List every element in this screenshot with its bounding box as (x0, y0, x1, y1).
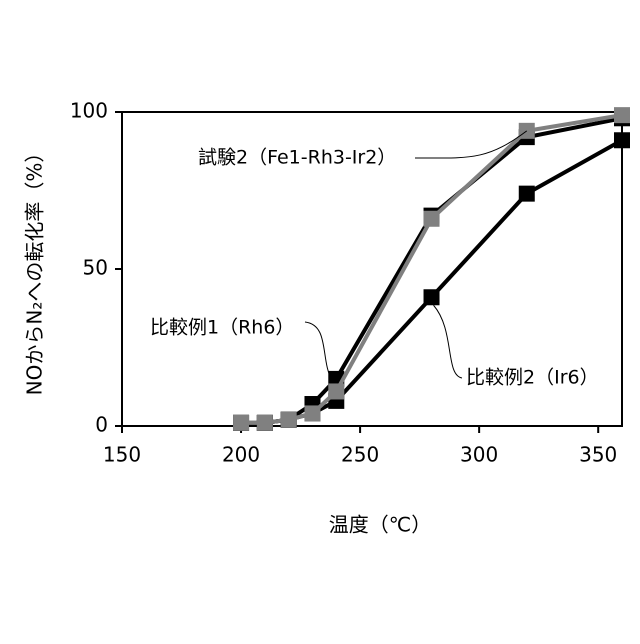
series-label: 比較例2（Ir6） (466, 367, 599, 389)
series-label: 試験2（Fe1-Rh3-Ir2） (198, 147, 396, 169)
marker (257, 415, 273, 431)
x-tick-label: 150 (103, 443, 141, 467)
annotation-leader (434, 305, 462, 378)
x-tick-label: 300 (460, 443, 498, 467)
marker (614, 132, 630, 148)
marker (519, 186, 535, 202)
chart: 温度（℃） NOからN₂への転化率（%） 0 50 100 150 200 250 300 3… (0, 0, 640, 640)
x-tick-label: 200 (222, 443, 260, 467)
y-tick-label: 0 (95, 413, 108, 437)
marker (614, 107, 630, 123)
marker (424, 289, 440, 305)
x-tick-label: 350 (579, 443, 617, 467)
marker (424, 211, 440, 227)
y-tick-label: 100 (70, 99, 108, 123)
marker (304, 405, 320, 421)
y-axis-label: NOからN₂への転化率（%） (23, 143, 47, 396)
marker (328, 383, 344, 399)
x-axis-label: 温度（℃） (329, 513, 431, 537)
marker (281, 412, 297, 428)
series-label: 比較例1（Rh6） (150, 317, 294, 339)
y-tick-label: 50 (83, 256, 108, 280)
marker (233, 415, 249, 431)
x-tick-label: 250 (341, 443, 379, 467)
annotation-leader (305, 322, 332, 381)
